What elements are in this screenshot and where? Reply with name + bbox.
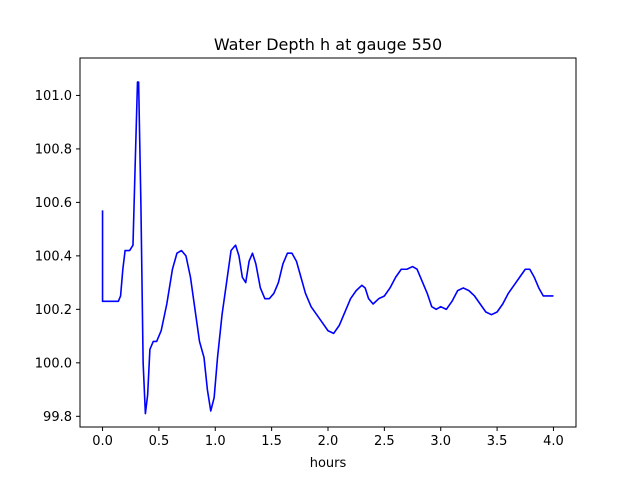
series-line-0 xyxy=(101,81,554,415)
y-tick-label: 100.8 xyxy=(35,142,72,157)
plot-frame xyxy=(79,57,577,428)
x-tick-label: 2.5 xyxy=(374,434,395,449)
x-tick-label: 0.0 xyxy=(92,434,113,449)
y-tick-label: 100.6 xyxy=(35,196,72,211)
x-tick-label: 4.0 xyxy=(543,434,564,449)
y-axis-ticks: 99.8 100.0 100.2 100.4 100.6 100.8 101.0 xyxy=(35,89,80,425)
x-axis-ticks: 0.0 0.5 1.0 1.5 2.0 2.5 3.0 3.5 4.0 xyxy=(92,427,564,449)
x-axis-label: hours xyxy=(310,456,347,471)
y-tick-label: 101.0 xyxy=(35,89,72,104)
x-tick-label: 3.0 xyxy=(430,434,451,449)
chart-title: Water Depth h at gauge 550 xyxy=(214,35,442,54)
x-tick-label: 1.0 xyxy=(205,434,226,449)
x-tick-label: 1.5 xyxy=(261,434,282,449)
x-tick-label: 0.5 xyxy=(149,434,170,449)
x-tick-label: 3.5 xyxy=(487,434,508,449)
y-tick-label: 100.4 xyxy=(35,249,72,264)
plot-area xyxy=(101,81,554,415)
y-tick-label: 100.2 xyxy=(35,303,72,318)
x-tick-label: 2.0 xyxy=(318,434,339,449)
y-tick-label: 100.0 xyxy=(35,356,72,371)
y-tick-label: 99.8 xyxy=(43,410,72,425)
